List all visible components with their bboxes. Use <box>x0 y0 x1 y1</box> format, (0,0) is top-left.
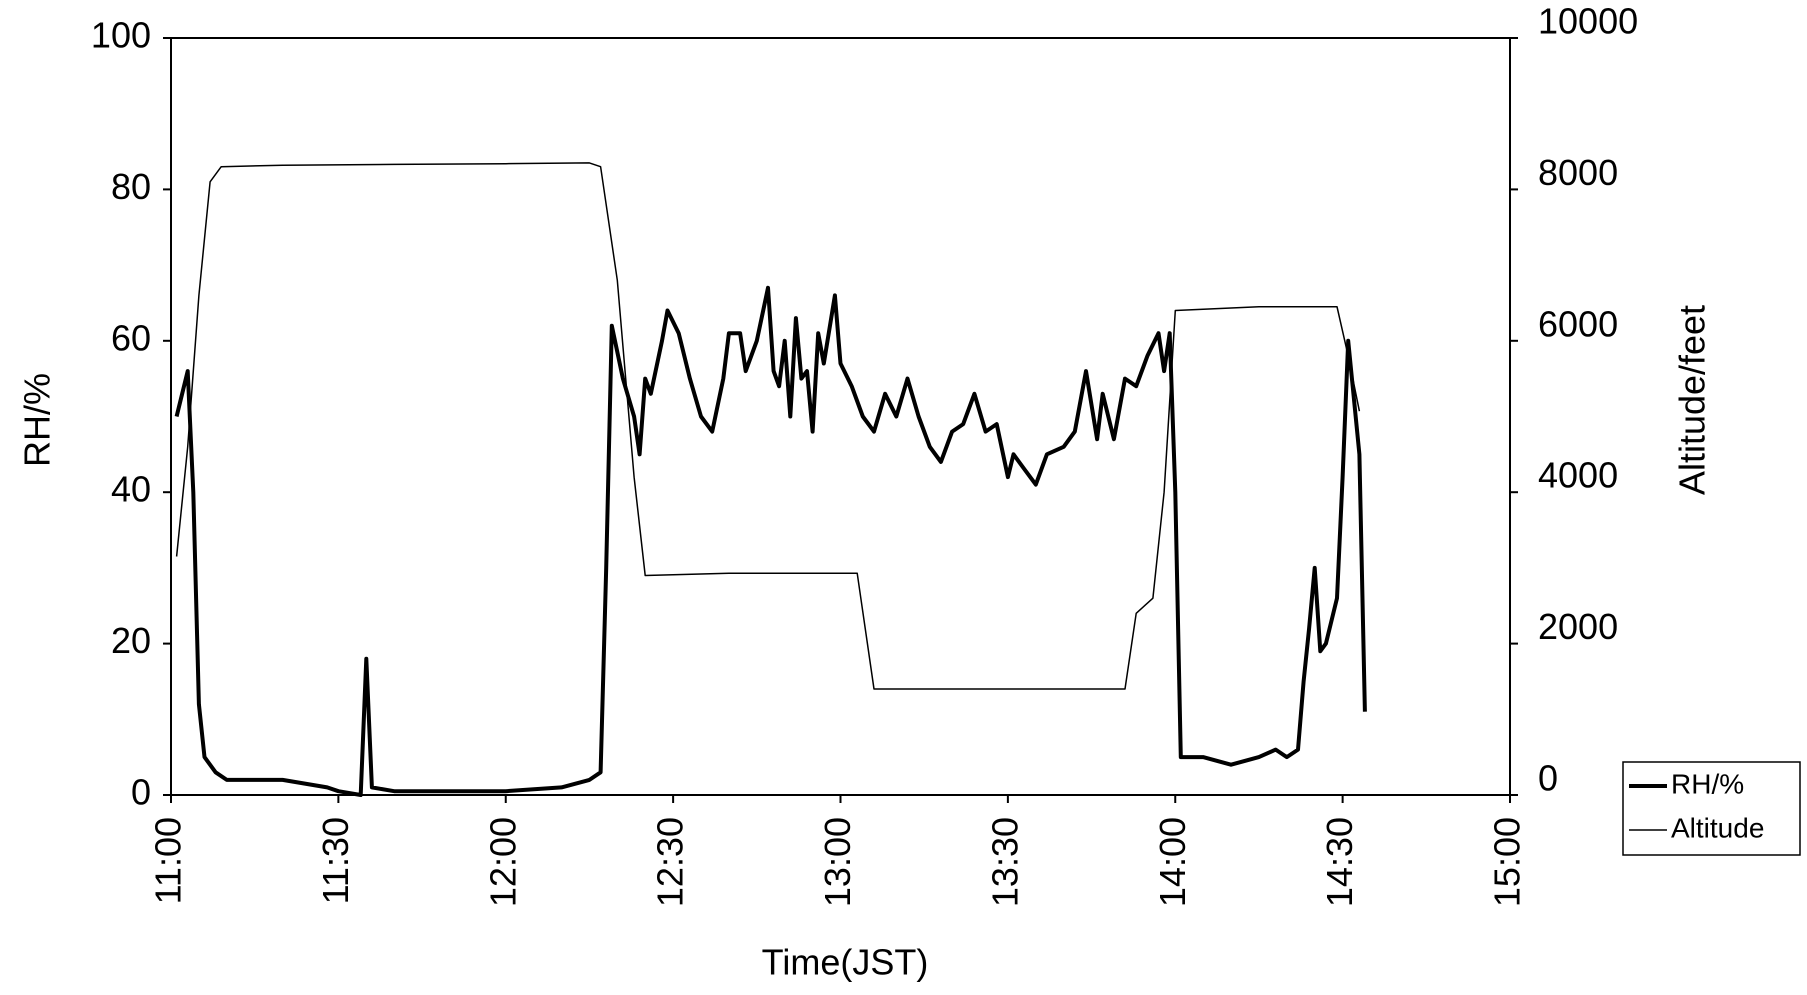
legend-label: Altitude <box>1671 812 1764 843</box>
y-tick-label: 0 <box>131 772 151 813</box>
y-axis-label: RH/% <box>17 373 58 467</box>
y2-tick-label: 4000 <box>1538 455 1618 496</box>
plot-frame <box>170 37 1511 796</box>
legend: RH/% Altitude <box>1622 761 1801 856</box>
x-tick-label: 11:00 <box>148 817 189 904</box>
y-tick-label: 80 <box>111 166 151 207</box>
y2-tick-label: 0 <box>1538 758 1558 799</box>
y-tick-label: 60 <box>111 317 151 358</box>
y2-tick-label: 6000 <box>1538 303 1618 344</box>
y-tick-label: 20 <box>111 620 151 661</box>
x-tick-label: 13:30 <box>984 817 1025 907</box>
y-tick-label: 40 <box>111 469 151 510</box>
legend-box <box>1622 761 1801 856</box>
x-tick-label: 15:00 <box>1487 817 1528 907</box>
series-line <box>174 285 1367 797</box>
x-tick-label: 13:00 <box>817 817 858 907</box>
y-tick-label: 100 <box>91 15 151 56</box>
legend-label: RH/% <box>1671 768 1744 799</box>
y2-tick-label: 2000 <box>1538 606 1618 647</box>
x-tick-label: 12:30 <box>650 817 691 907</box>
y2-axis-label: Altitude/feet <box>1672 305 1713 495</box>
x-tick-label: 14:00 <box>1152 817 1193 907</box>
x-tick-label: 12:00 <box>482 817 523 907</box>
x-tick-label: 11:30 <box>315 817 356 904</box>
series-line <box>175 162 1361 690</box>
x-tick-label: 14:30 <box>1319 817 1360 907</box>
y2-tick-label: 10000 <box>1538 1 1638 42</box>
y2-tick-label: 8000 <box>1538 152 1618 193</box>
x-axis-label: Time(JST) <box>762 942 929 983</box>
